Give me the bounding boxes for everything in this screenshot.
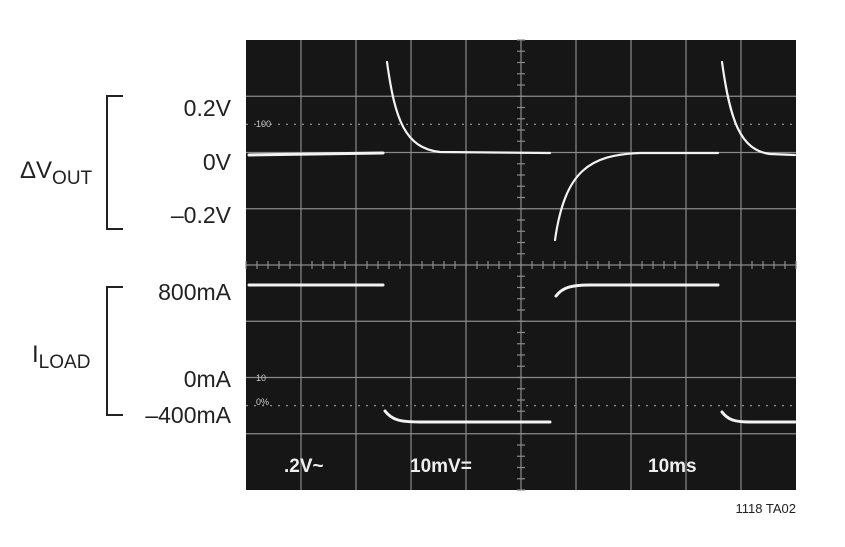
figure-id: 1118 TA02 — [736, 501, 796, 516]
trace — [383, 409, 552, 424]
tick-label: –400mA — [145, 402, 231, 428]
readout: .2V~ — [284, 456, 324, 477]
axis-label: ΔVOUT — [20, 157, 93, 189]
readout: 10ms — [648, 456, 697, 477]
trace — [720, 410, 797, 424]
trace — [720, 60, 797, 157]
axis-label: ILOAD — [32, 341, 90, 373]
trace — [553, 151, 720, 242]
screen-mark: 100 — [256, 119, 271, 129]
traces — [247, 60, 797, 424]
tick-label: 0mA — [184, 366, 232, 392]
tick-label: 800mA — [158, 279, 232, 305]
screen-mark: 10 — [256, 373, 266, 383]
tick-label: 0.2V — [184, 95, 232, 121]
screen-mark: 0% — [256, 397, 269, 407]
trace — [247, 151, 385, 157]
trace — [554, 283, 720, 298]
readout: 10mV= — [410, 456, 472, 477]
bracket — [106, 95, 123, 230]
tick-label: 0V — [203, 149, 232, 175]
bracket — [106, 286, 123, 416]
trace — [385, 60, 552, 155]
tick-label: –0.2V — [171, 202, 232, 228]
